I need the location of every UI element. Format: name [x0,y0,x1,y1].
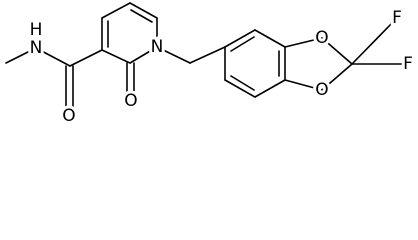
bond [230,75,255,91]
atom-labels: H N O O N O O F F [27,5,416,129]
bond [101,49,131,64]
bonds [5,2,407,113]
molecule-diagram: H N O O N O O F F [5,2,416,129]
bond [129,2,158,19]
bond [351,19,396,65]
bond [321,63,353,91]
bond [35,47,71,67]
bond [224,79,256,98]
atom-label: O [315,28,328,48]
bond [321,37,353,65]
atom-label: N [151,37,164,57]
bond [189,46,226,64]
bond [130,9,153,23]
bond [129,46,158,64]
bond [230,36,255,52]
atom-label: O [124,91,137,111]
bond [156,46,191,64]
atom-label: F [403,54,413,74]
bond [101,2,131,19]
bond [69,49,103,67]
bond [254,79,286,98]
bond [254,29,286,48]
bond [224,29,256,48]
atom-label: F [392,8,402,28]
bond [284,79,323,91]
atom-label: N [30,38,43,58]
atom-label: O [62,106,75,126]
bond [284,37,323,48]
bond [5,47,37,64]
atom-label: H [30,20,43,40]
atom-label: O [315,80,328,100]
